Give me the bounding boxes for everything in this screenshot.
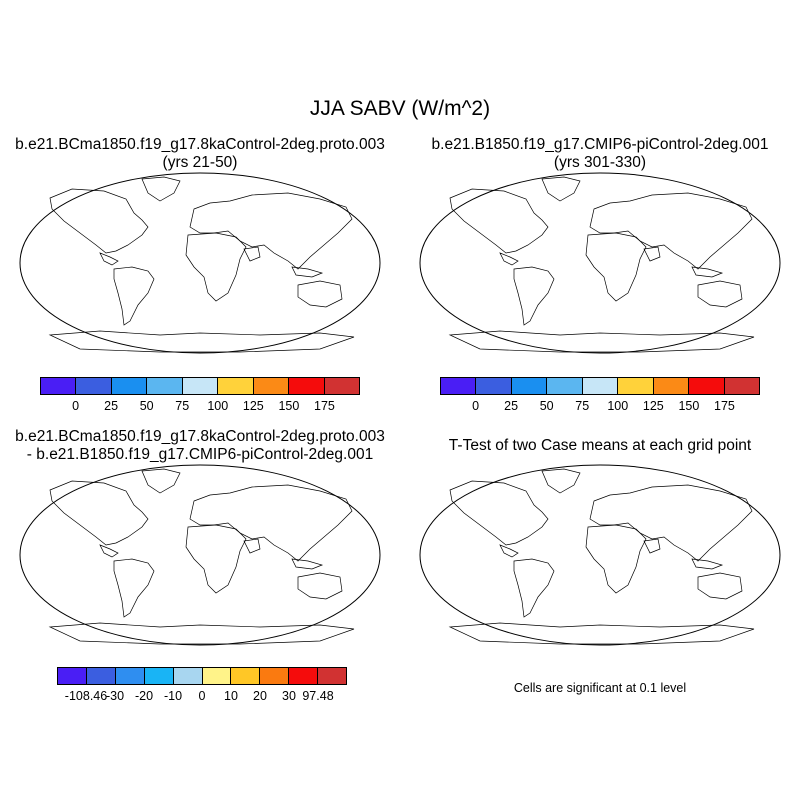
colorbar-swatch [41, 378, 77, 394]
colorbar-tick-label: 20 [253, 689, 267, 703]
colorbar-swatch [173, 668, 203, 684]
colorbar-tick-label: 150 [278, 399, 300, 413]
colorbar-tick-label: -20 [134, 689, 154, 703]
colorbar-swatch [582, 378, 619, 394]
colorbar-tick-label: -108.46 [64, 689, 108, 703]
figure-title: JJA SABV (W/m^2) [309, 97, 491, 120]
colorbar-tick-label: 75 [175, 399, 190, 413]
colorbar-tick-label: -10 [163, 689, 183, 703]
colorbar-tick-label: 125 [242, 399, 264, 413]
colorbar-swatch [111, 378, 148, 394]
colorbar-tick-label: 50 [539, 399, 554, 413]
colorbar-swatch [547, 378, 583, 394]
colorbar-swatch [618, 378, 654, 394]
colorbar-swatch [182, 378, 219, 394]
colorbar-tick-label: -30 [105, 689, 125, 703]
colorbar-tick-label: 75 [575, 399, 590, 413]
panel4-note: Cells are significant at 0.1 level [513, 681, 687, 695]
panel2-title: b.e21.B1850.f19_g17.CMIP6-piControl-2deg… [431, 136, 769, 153]
colorbar-panel3-labels: -108.46 -30 -20 -10 0 10 20 30 97.48 [57, 689, 347, 705]
colorbar-swatch [318, 668, 347, 684]
colorbar-swatch [218, 378, 254, 394]
colorbar-tick-label: 0 [198, 689, 206, 703]
panel3-map [19, 464, 381, 646]
colorbar-panel1 [40, 377, 360, 395]
colorbar-panel3 [57, 667, 347, 685]
panel1-subtitle: (yrs 21-50) [162, 154, 238, 171]
colorbar-tick-label: 175 [714, 399, 735, 413]
colorbar-swatch [511, 378, 548, 394]
colorbar-panel2-labels: 0 25 50 75 100 125 150 175 [440, 399, 760, 415]
colorbar-tick-label: 25 [104, 399, 119, 413]
colorbar-swatch [144, 668, 174, 684]
colorbar-tick-label: 97.48 [302, 689, 334, 703]
colorbar-tick-label: 150 [678, 399, 700, 413]
colorbar-swatch [260, 668, 290, 684]
colorbar-swatch [441, 378, 477, 394]
panel2-map [419, 172, 781, 354]
panel3-title: b.e21.BCma1850.f19_g17.8kaControl-2deg.p… [15, 428, 385, 445]
colorbar-tick-label: 0 [472, 399, 480, 413]
colorbar-tick-label: 0 [72, 399, 80, 413]
colorbar-tick-label: 100 [207, 399, 229, 413]
colorbar-tick-label: 25 [504, 399, 519, 413]
colorbar-panel2 [440, 377, 760, 395]
colorbar-tick-label: 50 [139, 399, 154, 413]
panel3-subtitle: - b.e21.B1850.f19_g17.CMIP6-piControl-2d… [26, 446, 374, 463]
colorbar-swatch [86, 668, 116, 684]
colorbar-tick-label: 125 [642, 399, 664, 413]
panel2-subtitle: (yrs 301-330) [553, 154, 647, 171]
colorbar-tick-label: 100 [607, 399, 629, 413]
panel4-title: T-Test of two Case means at each grid po… [448, 437, 752, 454]
colorbar-swatch [76, 378, 112, 394]
colorbar-tick-label: 10 [224, 689, 238, 703]
colorbar-swatch [653, 378, 690, 394]
colorbar-panel1-labels: 0 25 50 75 100 125 150 175 [40, 399, 360, 415]
colorbar-swatch [147, 378, 183, 394]
colorbar-tick-label: 30 [282, 689, 296, 703]
colorbar-swatch [202, 668, 232, 684]
panel1-map [19, 172, 381, 354]
colorbar-swatch [724, 378, 759, 394]
colorbar-swatch [289, 668, 319, 684]
colorbar-swatch [115, 668, 145, 684]
colorbar-swatch [253, 378, 290, 394]
panel4-map [419, 464, 781, 646]
colorbar-swatch [689, 378, 725, 394]
colorbar-tick-label: 175 [314, 399, 335, 413]
panel1-title: b.e21.BCma1850.f19_g17.8kaControl-2deg.p… [15, 136, 385, 153]
colorbar-swatch [324, 378, 359, 394]
colorbar-swatch [231, 668, 261, 684]
colorbar-swatch [476, 378, 512, 394]
colorbar-swatch [289, 378, 325, 394]
colorbar-swatch [58, 668, 87, 684]
